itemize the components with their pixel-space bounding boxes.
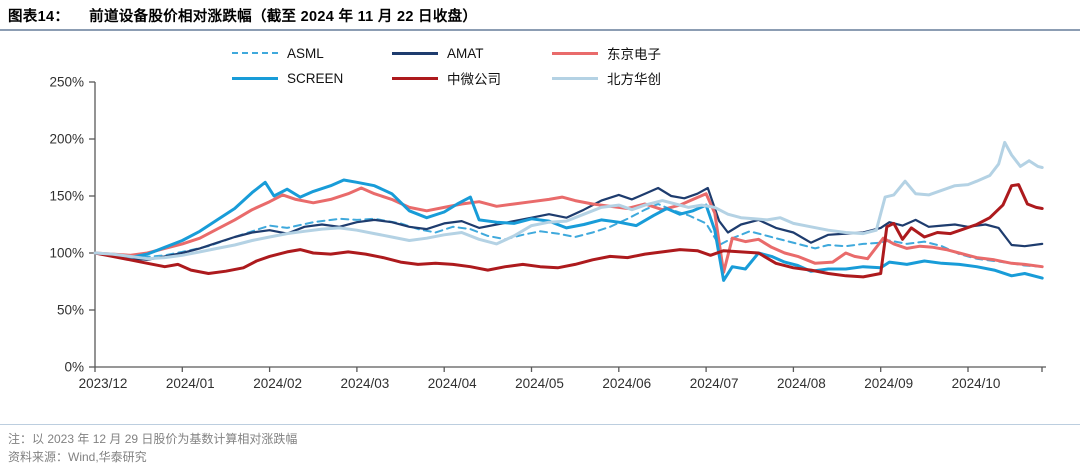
- x-axis-tick-label: 2024/04: [428, 376, 477, 391]
- x-axis-tick-label: 2024/09: [864, 376, 913, 391]
- legend-label: 中微公司: [447, 72, 501, 87]
- legend-line-swatch: [232, 52, 278, 54]
- chart-title: 图表14： 前道设备股价相对涨跌幅（截至 2024 年 11 月 22 日收盘）: [8, 5, 477, 26]
- legend-line-swatch: [392, 51, 438, 55]
- legend-item-5: 中微公司: [392, 69, 552, 87]
- legend-line-swatch: [552, 76, 598, 80]
- legend-item-1: ASML: [232, 44, 392, 62]
- x-axis-tick-label: 2024/06: [602, 376, 651, 391]
- series-line-5-中微公司: [93, 183, 1044, 279]
- series-line-2-AMAT: [93, 186, 1044, 261]
- y-axis-tick-label: 50%: [57, 303, 84, 318]
- x-axis-tick-label: 2024/02: [253, 376, 302, 391]
- y-axis-tick-label: 200%: [49, 132, 84, 147]
- note-text: 注：以 2023 年 12 月 29 日股价为基数计算相对涨跌幅: [8, 432, 298, 446]
- legend-item-2: AMAT: [392, 44, 552, 62]
- series-line-3-东京电子: [93, 186, 1044, 274]
- legend-label: 东京电子: [607, 47, 661, 62]
- legend-line-swatch: [392, 76, 438, 80]
- figure-number: 图表14：: [8, 9, 70, 25]
- x-axis-tick-label: 2024/03: [340, 376, 389, 391]
- series-line-1-ASML: [94, 203, 1044, 268]
- x-axis-tick-label: 2024/01: [166, 376, 215, 391]
- chart-legend: ASML AMAT 东京电子 SCREEN 中微公司 北方华创: [232, 44, 712, 87]
- legend-item-4: SCREEN: [232, 69, 392, 87]
- title-divider: [0, 29, 1080, 31]
- x-axis-tick-label: 2024/07: [690, 376, 739, 391]
- x-axis-tick-label: 2023/12: [79, 376, 128, 391]
- legend-label: ASML: [287, 45, 324, 61]
- legend-label: SCREEN: [287, 70, 344, 86]
- legend-item-6: 北方华创: [552, 69, 712, 87]
- legend-label: 北方华创: [607, 72, 661, 87]
- x-axis-tick-label: 2024/08: [777, 376, 826, 391]
- x-axis-tick-label: 2024/10: [952, 376, 1001, 391]
- legend-item-3: 东京电子: [552, 44, 712, 62]
- note-divider: [0, 424, 1080, 425]
- legend-label: AMAT: [447, 45, 484, 61]
- legend-line-swatch: [232, 76, 278, 80]
- figure-title-text: 前道设备股价相对涨跌幅（截至 2024 年 11 月 22 日收盘）: [89, 9, 478, 25]
- y-axis-tick-label: 150%: [49, 189, 84, 204]
- y-axis-tick-label: 0%: [64, 360, 84, 375]
- source-text: 资料来源：Wind,华泰研究: [8, 450, 147, 464]
- chart-notes: 注：以 2023 年 12 月 29 日股价为基数计算相对涨跌幅 资料来源：Wi…: [8, 430, 297, 466]
- x-axis-tick-label: 2024/05: [515, 376, 564, 391]
- series-line-6-北方华创: [93, 140, 1044, 261]
- y-axis-tick-label: 100%: [49, 246, 84, 261]
- y-axis-tick-label: 250%: [49, 75, 84, 90]
- legend-line-swatch: [552, 51, 598, 55]
- series-line-4-SCREEN: [93, 178, 1044, 282]
